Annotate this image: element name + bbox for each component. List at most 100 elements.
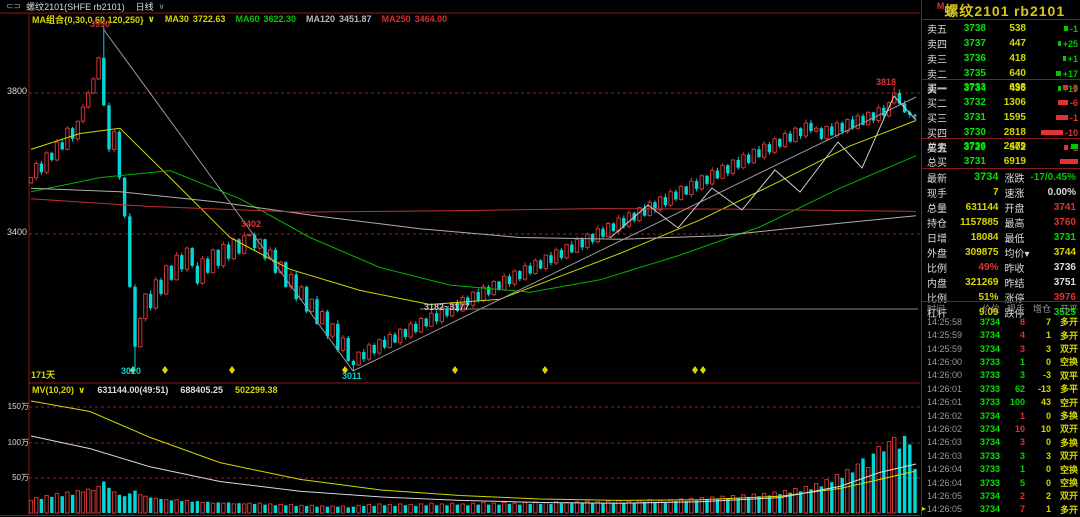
tick-header-2: 现手 — [1006, 303, 1025, 314]
ask-row[interactable]: 卖二 3735 640 +17 — [922, 66, 1080, 81]
total-buy-price: 3731 — [963, 156, 986, 167]
contract-switch-diamond-icon — [700, 366, 706, 374]
change-label: 涨跌 — [1004, 173, 1025, 185]
chevron-down-icon[interactable]: ∨ — [147, 13, 155, 24]
stat-label: 最低 — [1004, 234, 1025, 245]
chart-annotation: 3011 — [342, 371, 362, 381]
bid-row[interactable]: 买三 3731 1595 -1 — [922, 110, 1080, 125]
bid-price: 3733 — [963, 82, 986, 93]
period-selector[interactable]: 日线 — [135, 2, 154, 12]
ma250-value: 3464.00 — [414, 14, 448, 24]
tick-oi-change: 1 — [1045, 504, 1051, 515]
bid-volume: 502 — [1009, 142, 1026, 153]
stat-value: 1157885 — [960, 217, 999, 228]
tick-oi-change: -13 — [1037, 383, 1051, 394]
tick-open-close: 空开 — [1059, 397, 1078, 408]
tick-volume: 100 — [1009, 397, 1025, 408]
tick-oi-change: 1 — [1045, 330, 1051, 341]
ask-row[interactable]: 卖五 3738 538 -1 — [922, 21, 1080, 36]
tick-row: 14:26:05 3734 2 2 双开 — [922, 489, 1080, 502]
bid-row[interactable]: 买四 3730 2818 -10 — [922, 125, 1080, 140]
tick-open-close: 双平 — [1059, 370, 1078, 381]
ask-delta: +19 — [1062, 83, 1078, 94]
tick-row: 14:26:02 3734 1 0 多换 — [922, 409, 1080, 422]
quote-panel-title[interactable]: M螺纹2101 rb2101 — [922, 1, 1080, 21]
chevron-down-icon[interactable]: ∨ — [78, 384, 86, 395]
bid-level-label: 买二 — [927, 99, 947, 110]
bid-row[interactable]: 买一 3733 698 -6 — [922, 80, 1080, 95]
volume-axis-label: 150万 — [7, 402, 29, 411]
tick-volume: 62 — [1014, 383, 1025, 394]
stat-label: 持仓 — [927, 219, 947, 230]
bid-volume: 1595 — [1003, 112, 1026, 123]
link-icon[interactable]: ⊂⊃ — [6, 1, 22, 11]
tick-time: 14:25:58 — [927, 316, 963, 327]
tick-row: 14:26:00 3733 3 -3 双平 — [922, 369, 1080, 382]
tick-open-close: 空换 — [1059, 464, 1078, 475]
stats-row: 内盘 321269 昨结 3751 — [922, 275, 1080, 290]
ask-row[interactable]: 卖三 3736 418 +1 — [922, 51, 1080, 66]
stat-label: 速涨 — [1004, 189, 1025, 200]
tick-oi-change: 43 — [1040, 397, 1051, 408]
ask-depth-bar — [1057, 86, 1061, 91]
tick-open-close: 空换 — [1059, 357, 1078, 368]
stat-label: 昨收 — [1004, 264, 1025, 275]
tick-row: 14:26:03 3734 3 0 多换 — [922, 436, 1080, 449]
ma-indicator-header: MA组合{0,30,0,60,120,250} ∨ MA30 3722.63 M… — [32, 13, 448, 25]
ask-delta: -1 — [1069, 23, 1078, 34]
bid-depth-bar — [1057, 100, 1068, 105]
ma120-value: 3451.87 — [339, 14, 372, 24]
bid-row[interactable]: 买二 3732 1306 -6 — [922, 95, 1080, 110]
contract-name: 螺纹2101 — [944, 3, 1010, 19]
tick-volume: 3 — [1019, 370, 1025, 381]
contract-switch-diamond-icon — [229, 366, 235, 374]
total-sell-row: 总卖 3736 2479 — [922, 139, 1080, 154]
ask-delta: +25 — [1062, 38, 1078, 49]
stats-row: 外盘 309875 均价▾ 3744 — [922, 245, 1080, 260]
stats-row: 现手 7 速涨 0.00% — [922, 185, 1080, 200]
divider — [922, 301, 1080, 302]
tick-volume: 3 — [1019, 437, 1025, 448]
ma250-label: MA250 — [381, 14, 411, 24]
ask-row[interactable]: 卖四 3737 447 +25 — [922, 36, 1080, 51]
bid-depth-bar — [1063, 145, 1068, 150]
tick-oi-change: 3 — [1045, 343, 1051, 354]
bid-delta: -6 — [1069, 97, 1078, 108]
stat-label: 开盘 — [1004, 204, 1025, 215]
tick-oi-change: 10 — [1040, 423, 1051, 434]
tick-oi-change: -3 — [1042, 370, 1051, 381]
tick-open-close: 多开 — [1059, 317, 1078, 328]
tick-oi-change: 0 — [1045, 356, 1051, 367]
mv20-value: 502299.38 — [234, 385, 278, 395]
ma-combo-selector[interactable]: MA组合{0,30,0,60,120,250} — [32, 14, 144, 25]
stat-label: 跌停 — [1004, 309, 1025, 320]
tick-price: 3734 — [979, 316, 1000, 327]
stat-value: 18084 — [970, 232, 999, 243]
stat-label: 涨停 — [1004, 294, 1025, 305]
tick-row: 14:26:05 3734 7 1 多开 — [922, 503, 1080, 516]
divider — [922, 168, 1080, 169]
chevron-down-icon[interactable]: ∨ — [158, 2, 165, 11]
bid-volume: 2818 — [1003, 127, 1026, 138]
divider — [922, 19, 1080, 20]
bid-depth-bar — [1055, 115, 1068, 120]
bid-level-label: 买一 — [927, 84, 947, 95]
bid-delta: -6 — [1069, 82, 1078, 93]
ask-volume: 436 — [1009, 83, 1026, 94]
tick-time: 14:25:59 — [927, 343, 963, 354]
stat-value: 309875 — [965, 247, 999, 258]
stat-label: 比例 — [927, 294, 947, 305]
tick-oi-change: 0 — [1045, 464, 1051, 475]
mv-combo-selector[interactable]: MV(10,20) — [32, 385, 75, 395]
volume-indicator-header: MV(10,20) ∨ 631144.00(49:51) 688405.25 5… — [32, 384, 278, 396]
tick-header-4: 开平 — [1059, 303, 1078, 314]
stat-value: 0.00% — [1047, 187, 1076, 198]
contract-switch-diamond-icon — [692, 366, 698, 374]
orderbook-asks: 卖五 3738 538 -1 卖四 3737 447 +25 卖三 3736 418 +1 卖二 3735… — [922, 21, 1080, 96]
ask-row[interactable]: 卖一 3734 436 +19 — [922, 81, 1080, 96]
tick-price: 3733 — [979, 370, 1000, 381]
bid-price: 3729 — [963, 142, 986, 153]
chart-annotation: 3182~3177 — [424, 302, 470, 312]
ask-depth-bar — [1062, 56, 1066, 61]
